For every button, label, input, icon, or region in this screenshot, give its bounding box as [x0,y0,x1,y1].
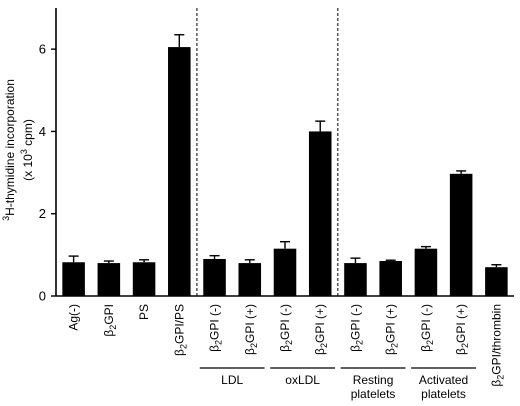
bar-b2gpi [97,263,121,296]
group-label-1: oxLDL [285,373,320,387]
group-label-3: platelets [421,387,466,401]
category-label-act-minus: β2GPI (-) [419,304,435,352]
error-bars [68,34,502,268]
y-tick-label: 4 [39,124,46,139]
category-label-ps: PS [137,304,151,320]
category-label-rest-plus: β2GPI (+) [384,304,400,355]
category-label-oxldl-minus: β2GPI (-) [278,304,294,352]
category-label-act-plus: β2GPI (+) [454,304,470,355]
category-label-rest-minus: β2GPI (-) [348,304,364,352]
bar-oxldl-minus [273,248,297,296]
bar-ldl-plus [238,263,262,296]
svg-text:(x 103 cpm): (x 103 cpm) [19,119,35,181]
bar-oxldl-plus [308,131,332,296]
bar-act-minus [414,248,438,296]
category-label-b2gpi-thrombin: β2GPI/thrombin [489,304,505,387]
group-label-3: Activated [419,373,468,387]
group-label-2: platelets [351,387,396,401]
bars [62,47,508,297]
bar-b2gpi-ps [168,47,191,297]
category-labels: Ag(-) β2GPI PS β2GPI/PS β2GPI (-) β2GPI (+) β2… [67,304,506,387]
category-label-b2gpi-ps: β2GPI/PS [172,304,188,356]
svg-text:3H-thymidine incorporation: 3H-thymidine incorporation [1,79,17,221]
bar-b2gpi-thrombin [485,267,508,296]
bar-ps [132,262,156,296]
category-label-oxldl-plus: β2GPI (+) [313,304,329,355]
axes: 0 2 4 6 [39,8,514,304]
bar-ldl-minus [203,258,226,296]
bar-act-plus [449,173,473,296]
category-label-ag-neg: Ag(-) [67,304,81,331]
y-tick-label: 6 [39,42,46,57]
group-labels: LDL oxLDL RestingplateletsActivatedplatele… [199,367,476,401]
group-label-0: LDL [221,373,243,387]
group-dividers [196,8,339,296]
bar-rest-plus [379,261,402,296]
category-label-b2gpi: β2GPI [102,304,118,337]
y-tick-label: 2 [39,206,46,221]
y-tick-label: 0 [39,289,46,304]
category-label-ldl-minus: β2GPI (-) [208,304,224,352]
bar-rest-minus [344,263,367,296]
y-axis-label: 3H-thymidine incorporation (x 103 cpm) [1,79,35,221]
category-label-ldl-plus: β2GPI (+) [243,304,259,355]
bar-ag-neg [62,262,85,296]
group-label-2: Resting [353,373,394,387]
